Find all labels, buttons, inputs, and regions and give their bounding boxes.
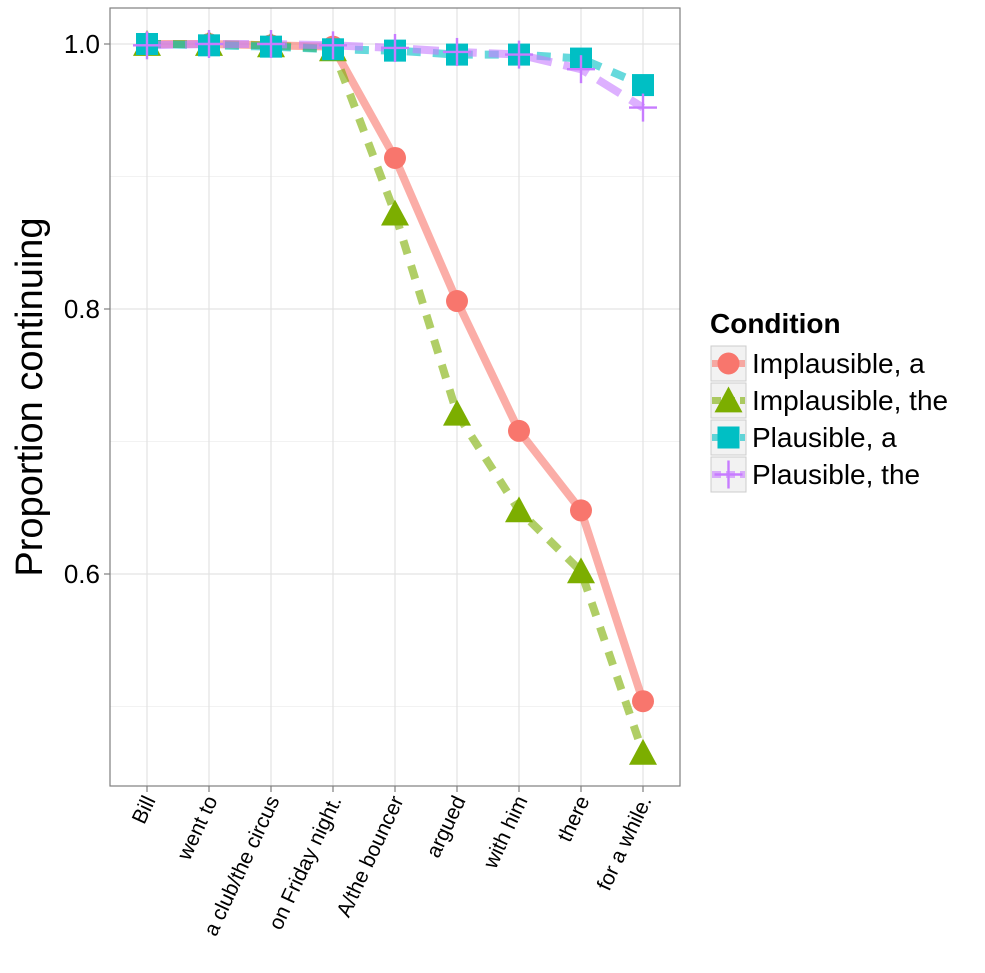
legend-item-implausible-the: Implausible, the [710, 382, 948, 419]
legend-label: Plausible, the [752, 459, 920, 490]
y-tick-label: 0.6 [64, 559, 100, 589]
legend-title: Condition [710, 308, 841, 339]
legend-key-marker [714, 386, 743, 413]
data-point-implausible-a [508, 419, 530, 442]
data-point-plausible-the [381, 33, 409, 62]
data-point-implausible-the [505, 496, 533, 523]
data-point-implausible-a [570, 499, 592, 522]
series-layer [133, 30, 657, 765]
data-point-implausible-a [632, 690, 654, 713]
legend-label: Implausible, the [752, 385, 948, 416]
data-point-plausible-a [632, 74, 654, 97]
x-tick-label: with him [479, 792, 533, 872]
legend-key-marker [717, 426, 740, 449]
legend-item-implausible-a: Implausible, a [710, 345, 925, 382]
data-point-implausible-a [446, 290, 468, 313]
data-point-plausible-the [629, 93, 657, 122]
data-point-plausible-the [257, 30, 285, 58]
y-axis-label: Proportion continuing [9, 217, 51, 576]
data-point-plausible-the [319, 31, 347, 60]
y-tick-label: 1.0 [64, 29, 100, 59]
data-point-implausible-the [629, 738, 657, 765]
legend-item-plausible-a: Plausible, a [710, 419, 897, 456]
data-point-implausible-a [384, 146, 406, 169]
legend-label: Implausible, a [752, 348, 925, 379]
legend-key-marker [714, 460, 743, 489]
y-axis: 0.6 0.8 1.0 [64, 29, 110, 589]
legend-key-marker [717, 352, 740, 375]
data-point-plausible-the [443, 37, 471, 66]
x-tick-label: A/the bouncer [332, 792, 408, 920]
x-tick-label: argued [422, 792, 470, 861]
x-tick-label: went to [173, 792, 223, 864]
x-tick-label: for a while. [593, 792, 657, 894]
y-tick-label: 0.8 [64, 294, 100, 324]
data-point-plausible-the [195, 30, 223, 58]
grid-lines [110, 8, 680, 786]
legend-item-plausible-the: Plausible, the [710, 456, 920, 493]
data-point-implausible-the [381, 199, 409, 226]
legend: Condition Implausible, a Implausible, the… [710, 308, 948, 493]
data-point-plausible-the [133, 31, 161, 60]
x-tick-label: Bill [128, 792, 161, 827]
data-point-plausible-the [505, 40, 533, 69]
data-point-plausible-the [567, 55, 595, 84]
data-point-implausible-the [443, 399, 471, 426]
data-point-implausible-the [567, 557, 595, 584]
x-tick-label: there [553, 792, 594, 845]
legend-label: Plausible, a [752, 422, 897, 453]
